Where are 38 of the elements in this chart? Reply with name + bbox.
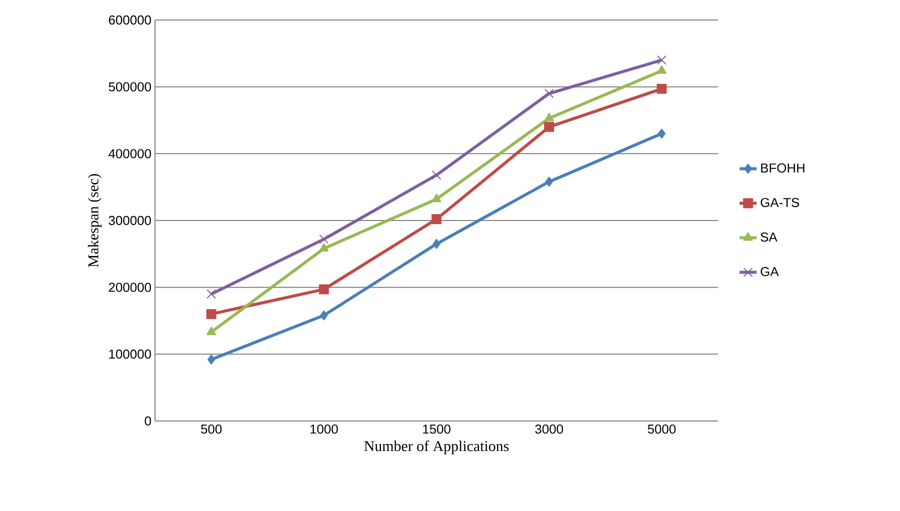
point xyxy=(206,309,216,320)
point xyxy=(318,284,329,294)
y-tick-label: 400000 xyxy=(108,149,151,158)
point xyxy=(432,238,440,249)
y-tick-label: 0 xyxy=(144,416,151,426)
y-tick-label: 500000 xyxy=(108,82,151,92)
y-tick-label: 300000 xyxy=(108,216,151,226)
point xyxy=(656,65,667,74)
point xyxy=(207,354,216,364)
y-tick-label: 200000 xyxy=(108,282,151,292)
legend-label: SA xyxy=(760,232,778,242)
point xyxy=(206,289,216,299)
point xyxy=(656,84,667,94)
x-tick-label: 1500 xyxy=(423,424,450,434)
x-tick-label: 5000 xyxy=(648,424,676,434)
point xyxy=(432,194,442,202)
y-tick-label: 600000 xyxy=(108,15,151,25)
point xyxy=(320,310,328,320)
point xyxy=(544,88,554,98)
legend-label: GA xyxy=(760,266,779,276)
point xyxy=(319,234,329,244)
point xyxy=(432,214,442,224)
legend-label: GA-TS xyxy=(760,198,800,208)
point xyxy=(432,170,442,180)
point xyxy=(544,112,554,122)
x-tick-label: 500 xyxy=(201,424,222,434)
point xyxy=(658,128,666,139)
point xyxy=(206,326,216,336)
y-axis-title: Makespan (sec) xyxy=(88,174,102,268)
point xyxy=(319,243,329,252)
point xyxy=(545,176,553,187)
y-tick-label: 100000 xyxy=(109,350,151,359)
x-axis-title: Number of Applications xyxy=(364,440,509,454)
point xyxy=(544,122,554,132)
legend-label: BFOHH xyxy=(761,163,804,173)
x-tick-label: 3000 xyxy=(535,424,564,434)
point xyxy=(656,55,666,65)
x-tick-label: 1000 xyxy=(310,424,338,434)
